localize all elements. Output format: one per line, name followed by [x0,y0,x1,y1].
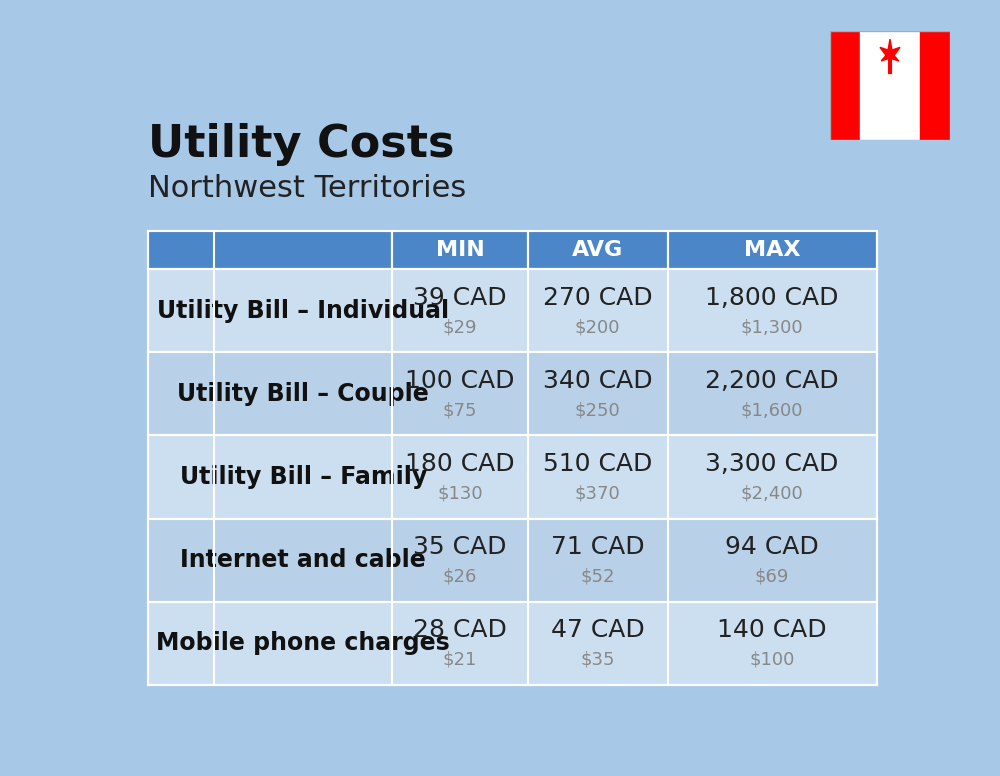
FancyBboxPatch shape [148,435,877,518]
Text: Internet and cable: Internet and cable [180,548,426,572]
Text: 39 CAD: 39 CAD [413,286,507,310]
Text: 340 CAD: 340 CAD [543,369,653,393]
Text: Utility Bill – Individual: Utility Bill – Individual [157,299,449,323]
Text: 35 CAD: 35 CAD [413,535,507,559]
Text: Northwest Territories: Northwest Territories [148,174,466,203]
Text: $100: $100 [749,651,795,669]
FancyBboxPatch shape [668,230,877,269]
FancyBboxPatch shape [148,601,877,684]
FancyBboxPatch shape [148,230,392,269]
Text: $69: $69 [755,568,789,586]
Text: 100 CAD: 100 CAD [405,369,515,393]
Text: $35: $35 [580,651,615,669]
Text: 47 CAD: 47 CAD [551,618,645,642]
Text: AVG: AVG [572,240,623,260]
Text: 140 CAD: 140 CAD [717,618,827,642]
Bar [860,31,920,140]
Text: $52: $52 [580,568,615,586]
Text: Utility Bill – Family: Utility Bill – Family [180,465,427,489]
Text: Utility Costs: Utility Costs [148,123,455,166]
FancyBboxPatch shape [148,269,877,352]
Bar [920,31,950,140]
Text: 1,800 CAD: 1,800 CAD [705,286,839,310]
Text: $2,400: $2,400 [741,485,804,503]
Text: $29: $29 [443,319,477,337]
Text: $200: $200 [575,319,620,337]
FancyBboxPatch shape [148,518,877,601]
Text: $26: $26 [443,568,477,586]
Text: 3,300 CAD: 3,300 CAD [705,452,839,476]
Text: $250: $250 [575,402,621,420]
Bar [830,31,860,140]
Text: 270 CAD: 270 CAD [543,286,653,310]
FancyBboxPatch shape [148,352,877,435]
FancyBboxPatch shape [528,230,668,269]
Text: $1,600: $1,600 [741,402,803,420]
FancyBboxPatch shape [392,230,528,269]
Text: 71 CAD: 71 CAD [551,535,645,559]
Text: 28 CAD: 28 CAD [413,618,507,642]
Polygon shape [880,40,900,61]
Text: Utility Bill – Couple: Utility Bill – Couple [177,382,429,406]
Text: 2,200 CAD: 2,200 CAD [705,369,839,393]
Text: $370: $370 [575,485,621,503]
Text: 94 CAD: 94 CAD [725,535,819,559]
Text: $75: $75 [443,402,477,420]
Text: MIN: MIN [436,240,485,260]
Text: MAX: MAX [744,240,800,260]
Text: $130: $130 [437,485,483,503]
Text: $1,300: $1,300 [741,319,803,337]
Text: 510 CAD: 510 CAD [543,452,652,476]
Text: $21: $21 [443,651,477,669]
Text: 180 CAD: 180 CAD [405,452,515,476]
Text: Mobile phone charges: Mobile phone charges [156,631,450,655]
